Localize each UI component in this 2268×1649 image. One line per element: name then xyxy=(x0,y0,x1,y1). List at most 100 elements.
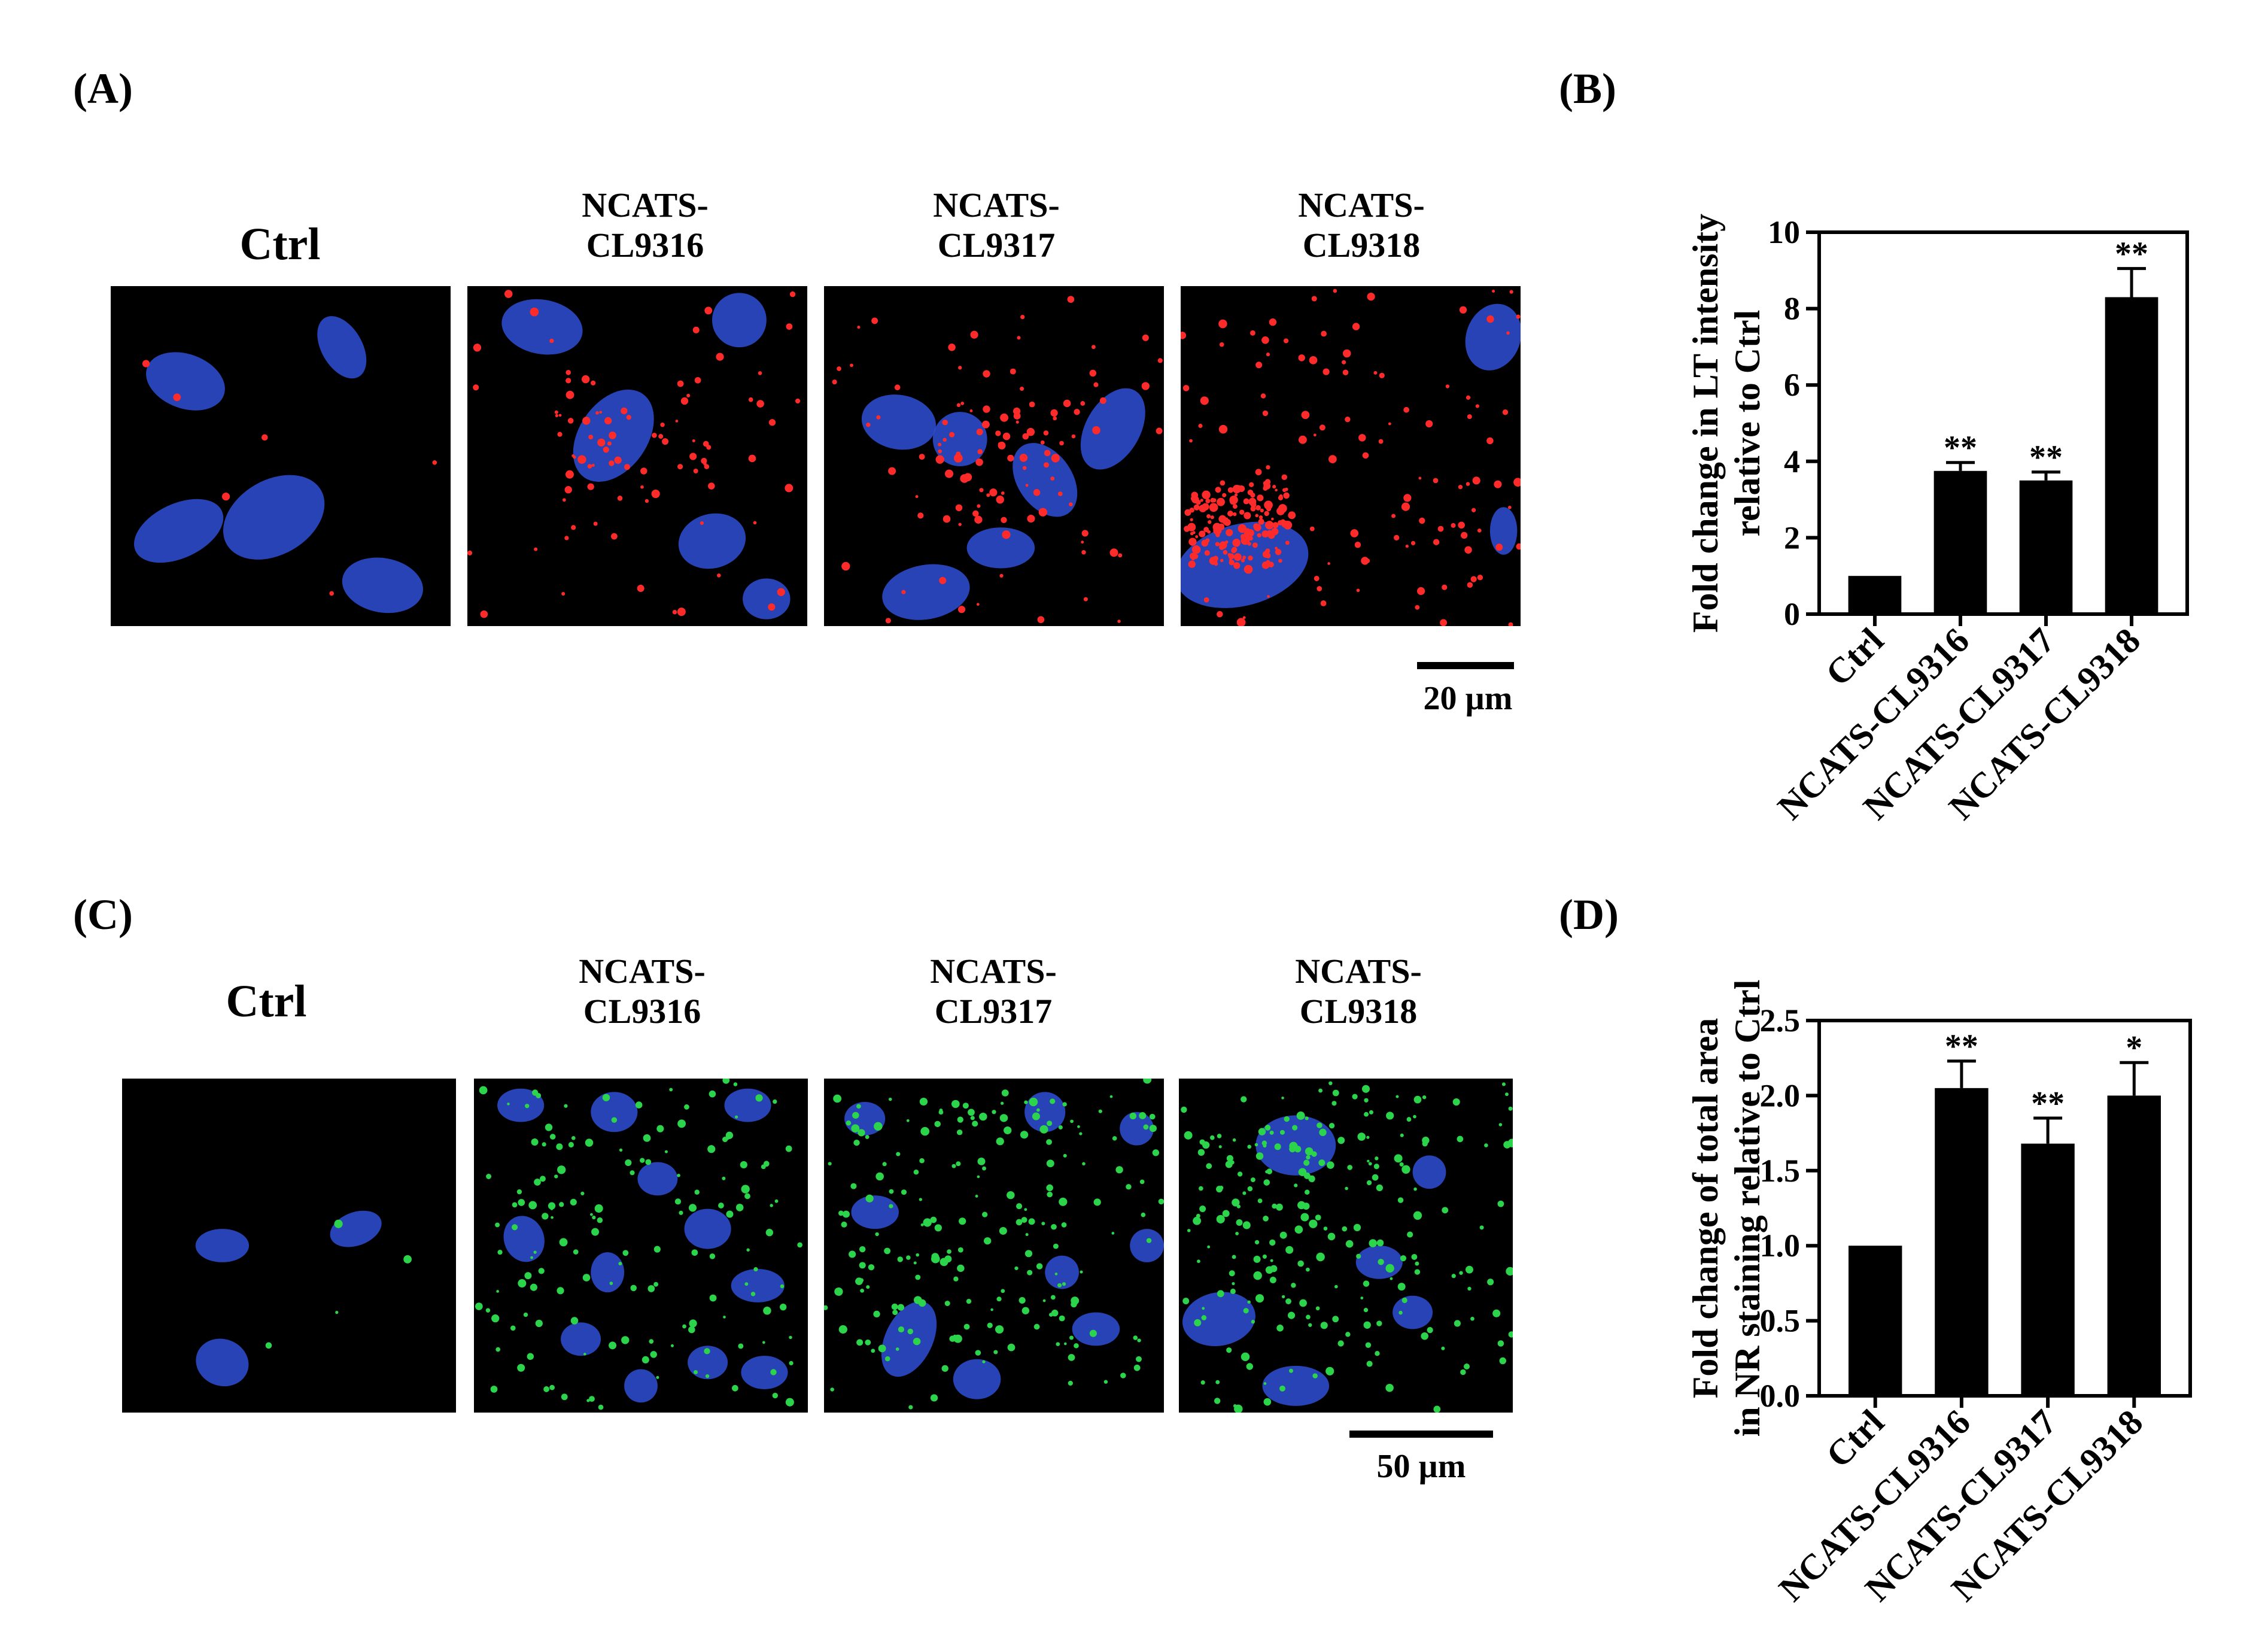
stain-dot xyxy=(897,1256,904,1262)
stain-dot xyxy=(670,1344,674,1347)
stain-dot xyxy=(1492,1309,1501,1317)
stain-dot xyxy=(555,414,558,418)
stain-dot xyxy=(1235,499,1238,502)
stain-dot xyxy=(1364,1112,1369,1117)
stain-dot xyxy=(582,1274,591,1281)
stain-dot xyxy=(1305,1116,1309,1120)
stain-dot xyxy=(1418,476,1422,480)
stain-dot xyxy=(1465,1265,1473,1274)
stain-dot xyxy=(915,1274,921,1280)
row-c-label-cl9316: NCATS- CL9316 xyxy=(579,952,706,1031)
stain-dot xyxy=(1255,1152,1264,1160)
stain-dot xyxy=(1050,476,1055,481)
stain-dot xyxy=(1141,382,1150,390)
stain-dot xyxy=(486,1174,492,1179)
stain-dot xyxy=(1459,1271,1463,1275)
stain-dot xyxy=(1325,1366,1334,1375)
stain-dot xyxy=(1486,437,1494,445)
stain-dot xyxy=(1239,509,1245,515)
stain-dot xyxy=(603,447,609,453)
panel-label-d: (D) xyxy=(1559,891,1619,939)
stain-dot xyxy=(1509,290,1513,294)
stain-dot xyxy=(1020,315,1025,320)
nucleus-shape xyxy=(966,527,1035,569)
stain-dot xyxy=(777,588,785,596)
stain-dot xyxy=(694,1189,700,1195)
chart-b-ylabel-line1: Fold change in LT intensity xyxy=(1686,214,1725,633)
nucleus-shape xyxy=(953,1359,1001,1399)
stain-dot xyxy=(1442,584,1448,590)
chart-b-ytick-label: 10 xyxy=(1768,214,1800,250)
stain-dot xyxy=(1516,543,1521,550)
stain-dot xyxy=(545,1123,553,1131)
nucleus-shape xyxy=(688,1346,728,1380)
stain-dot xyxy=(1139,1112,1147,1119)
stain-dot xyxy=(1253,1255,1261,1263)
stain-dot xyxy=(1257,1198,1263,1204)
stain-dot xyxy=(1227,487,1234,493)
stain-dot xyxy=(1458,521,1465,529)
stain-dot xyxy=(1071,1301,1077,1308)
stain-dot xyxy=(1215,487,1221,493)
stain-dot xyxy=(1025,1233,1029,1237)
stain-dot xyxy=(1001,517,1007,523)
stain-dot xyxy=(976,603,980,606)
stain-dot xyxy=(531,1089,539,1096)
stain-dot xyxy=(1281,474,1288,480)
stain-dot xyxy=(1251,1320,1255,1324)
chart-d-bar xyxy=(2021,1143,2075,1396)
stain-dot xyxy=(495,1222,500,1228)
stain-dot xyxy=(996,496,1004,504)
stain-dot xyxy=(1242,555,1247,560)
stain-dot xyxy=(1062,1282,1066,1286)
stain-dot xyxy=(1236,1219,1243,1226)
stain-dot xyxy=(1497,1340,1504,1347)
stain-dot xyxy=(511,1224,518,1231)
stain-dot xyxy=(1415,1261,1419,1266)
stain-dot xyxy=(1292,1125,1298,1131)
stain-dot xyxy=(1403,494,1412,502)
stain-dot xyxy=(265,1342,272,1349)
stain-dot xyxy=(920,1223,924,1226)
stain-dot xyxy=(677,1173,680,1177)
stain-dot xyxy=(1401,502,1410,511)
stain-dot xyxy=(1001,491,1005,495)
stain-dot xyxy=(998,441,1006,450)
stain-dot xyxy=(585,1138,594,1147)
stain-dot xyxy=(693,1369,698,1374)
stain-dot xyxy=(1198,1186,1203,1191)
stain-dot xyxy=(1269,1276,1276,1283)
stain-dot xyxy=(734,1115,738,1119)
nucleus-shape xyxy=(743,578,791,619)
stain-dot xyxy=(1089,1329,1097,1337)
stain-dot xyxy=(1218,319,1227,329)
stain-dot xyxy=(561,591,566,596)
nucleus-shape xyxy=(861,394,936,450)
stain-dot xyxy=(496,1290,499,1293)
stain-dot xyxy=(916,1253,920,1257)
stain-dot xyxy=(1278,558,1282,563)
stain-dot xyxy=(1298,435,1307,444)
stain-dot xyxy=(726,1210,734,1218)
stain-dot xyxy=(1452,1098,1460,1106)
stain-dot xyxy=(1272,485,1276,489)
stain-dot xyxy=(1215,1380,1220,1384)
stain-dot xyxy=(1445,384,1450,388)
stain-dot xyxy=(593,521,598,526)
stain-dot xyxy=(530,1283,537,1291)
chart-d-ylabel-line2: in NR staining relative to Ctrl xyxy=(1728,980,1767,1437)
stain-dot xyxy=(944,469,954,478)
stain-dot xyxy=(672,609,677,615)
stain-dot xyxy=(1074,1343,1079,1349)
nucleus-shape xyxy=(1045,1255,1079,1289)
chart-b: 0 2 4 6 8 10 Ctrl ** NCATS-CL9316 ** NCATS-CL9317 *… xyxy=(1556,156,2244,892)
stain-dot xyxy=(559,1202,564,1207)
stain-dot xyxy=(896,1152,901,1156)
stain-dot xyxy=(888,467,896,475)
stain-dot xyxy=(1120,1372,1126,1378)
stain-dot xyxy=(1396,1095,1399,1098)
stain-dot xyxy=(1376,1320,1382,1326)
stain-dot xyxy=(1202,490,1211,499)
stain-dot xyxy=(542,1142,546,1147)
stain-dot xyxy=(1306,1155,1311,1160)
